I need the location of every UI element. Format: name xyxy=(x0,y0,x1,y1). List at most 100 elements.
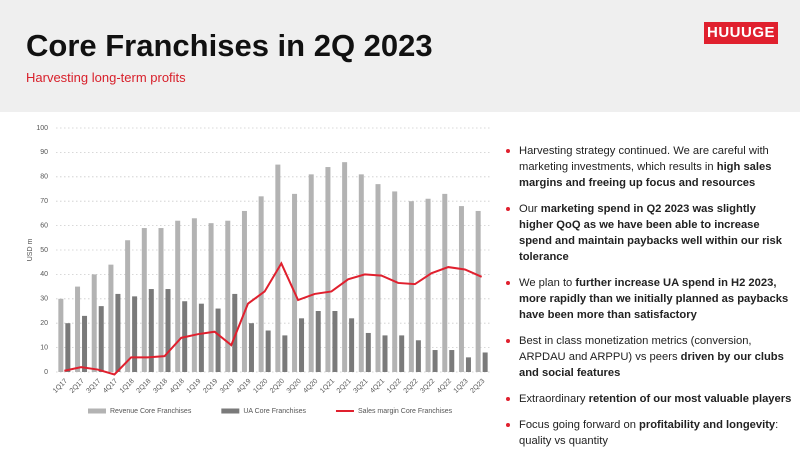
bar xyxy=(432,350,438,372)
bullet-text: retention of our most valuable players xyxy=(588,393,792,405)
bullet-text: high sales margins and freeing up focus … xyxy=(519,161,772,189)
y-tick-label: 70 xyxy=(40,198,48,205)
y-tick-label: 10 xyxy=(40,344,48,351)
y-tick-label: 0 xyxy=(44,369,48,376)
bar xyxy=(315,311,321,372)
y-tick-label: 90 xyxy=(40,149,48,156)
x-tick-label: 4Q19 xyxy=(236,378,253,395)
bar xyxy=(265,330,271,372)
x-tick-label: 1Q22 xyxy=(386,378,403,395)
bar xyxy=(332,311,338,372)
bar xyxy=(165,289,171,372)
bullet: Focus going forward on profitability and… xyxy=(503,417,793,449)
bullet-list: Harvesting strategy continued. We are ca… xyxy=(503,143,793,459)
x-tick-label: 1Q23 xyxy=(453,378,470,395)
y-tick-label: 20 xyxy=(40,320,48,327)
x-tick-label: 1Q20 xyxy=(252,378,269,395)
bar xyxy=(292,193,298,372)
x-tick-label: 4Q17 xyxy=(102,378,119,395)
bullet-text: Harvesting strategy continued. We are ca… xyxy=(519,145,769,173)
bullet-text: driven by our clubs and social features xyxy=(519,351,784,379)
y-axis-label: USD m xyxy=(27,239,34,262)
bullet: Our marketing spend in Q2 2023 was sligh… xyxy=(503,201,793,265)
legend-label: Revenue Core Franchises xyxy=(110,408,192,415)
x-tick-label: 2Q22 xyxy=(403,378,420,395)
x-tick-label: 4Q22 xyxy=(436,378,453,395)
bar xyxy=(299,318,305,372)
title: Core Franchises in 2Q 2023 xyxy=(26,28,433,63)
x-tick-label: 2Q18 xyxy=(135,378,152,395)
bar xyxy=(198,303,204,372)
bullet-text: Best in class monetization metrics (conv… xyxy=(519,335,752,363)
bar xyxy=(375,184,381,372)
bullet-text: profitability and longevity xyxy=(639,419,776,431)
y-tick-label: 60 xyxy=(40,222,48,229)
bullet: Extraordinary retention of our most valu… xyxy=(503,391,793,407)
bar xyxy=(141,228,147,372)
x-tick-label: 4Q18 xyxy=(169,378,186,395)
bar xyxy=(65,323,71,372)
legend-swatch xyxy=(221,408,240,414)
x-tick-label: 2Q19 xyxy=(202,378,219,395)
x-tick-label: 3Q19 xyxy=(219,378,236,395)
bar xyxy=(342,162,348,372)
bar xyxy=(382,335,388,372)
bar xyxy=(132,296,138,372)
bullet: Harvesting strategy continued. We are ca… xyxy=(503,143,793,191)
x-tick-label: 4Q21 xyxy=(369,378,386,395)
x-tick-label: 3Q17 xyxy=(85,378,102,395)
x-tick-label: 2Q21 xyxy=(336,378,353,395)
y-tick-label: 50 xyxy=(40,247,48,254)
x-tick-label: 1Q19 xyxy=(186,378,203,395)
bar xyxy=(308,174,314,372)
legend-label: Sales margin Core Franchises xyxy=(358,408,453,415)
bar xyxy=(58,298,64,372)
bar xyxy=(82,315,88,372)
bar xyxy=(442,193,448,372)
bar xyxy=(225,220,231,372)
bullet-text: marketing spend in Q2 2023 was slightly … xyxy=(519,203,782,263)
bar xyxy=(248,323,254,372)
bar xyxy=(241,210,247,372)
bullet: Best in class monetization metrics (conv… xyxy=(503,333,793,381)
bullet-text: further increase UA spend in H2 2023, mo… xyxy=(519,277,789,321)
bar xyxy=(415,340,421,372)
y-tick-label: 40 xyxy=(40,271,48,278)
bar xyxy=(408,201,414,372)
bar xyxy=(125,240,131,372)
bullet-text: Focus going forward on xyxy=(519,419,640,431)
bar xyxy=(108,264,114,372)
subtitle: Harvesting long-term profits xyxy=(26,70,186,85)
y-tick-label: 30 xyxy=(40,296,48,303)
bar xyxy=(425,198,431,372)
bullet-text: Our xyxy=(519,203,541,215)
bar xyxy=(399,335,405,372)
bullet-text: Extraordinary xyxy=(519,393,589,405)
x-tick-label: 3Q21 xyxy=(352,378,369,395)
x-tick-label: 1Q17 xyxy=(52,378,69,395)
y-tick-label: 100 xyxy=(36,125,48,132)
x-tick-label: 2Q17 xyxy=(69,378,86,395)
bar xyxy=(175,220,181,372)
x-tick-label: 4Q20 xyxy=(302,378,319,395)
x-tick-label: 2Q23 xyxy=(469,378,486,395)
header: Core Franchises in 2Q 2023 Harvesting lo… xyxy=(0,0,800,112)
bar xyxy=(358,174,364,372)
bar xyxy=(98,306,104,372)
bar xyxy=(325,167,331,372)
bar xyxy=(365,332,371,372)
bar xyxy=(465,357,471,372)
bar xyxy=(232,293,238,372)
logo: HUUUGE xyxy=(704,22,778,44)
bullet-text: We plan to xyxy=(519,277,576,289)
y-tick-label: 80 xyxy=(40,174,48,181)
bar xyxy=(349,318,355,372)
x-tick-label: 1Q18 xyxy=(119,378,136,395)
legend-swatch xyxy=(88,408,106,414)
bar xyxy=(475,210,481,372)
bar xyxy=(91,274,97,372)
bar xyxy=(158,228,164,372)
x-tick-label: 3Q20 xyxy=(286,378,303,395)
